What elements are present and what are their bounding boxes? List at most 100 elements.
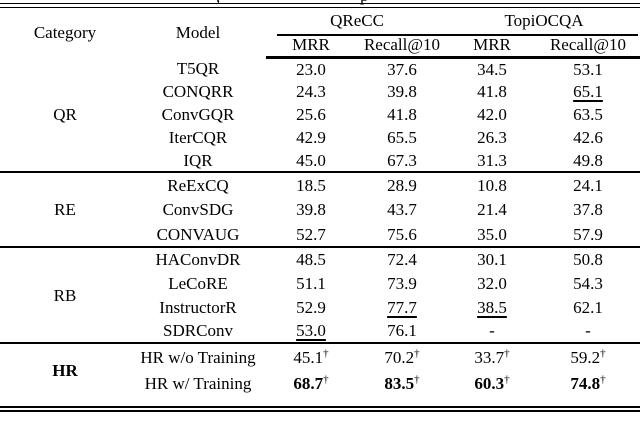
metric-cell: 50.8 — [536, 247, 640, 271]
category-label: RB — [53, 285, 77, 305]
metric-cell: 24.3 — [266, 80, 356, 103]
metric-cell: 26.3 — [448, 126, 536, 149]
table-row: IterCQR 42.9 65.5 26.3 42.6 — [0, 126, 640, 149]
metric-cell: 39.8 — [266, 197, 356, 222]
metric-value: 54.3 — [573, 273, 603, 293]
metric-cell: 53.1 — [536, 57, 640, 80]
metric-value: 18.5 — [296, 175, 326, 195]
metric-value: 43.7 — [387, 200, 417, 219]
metric-cell: 33.7† — [448, 343, 536, 370]
dagger-mark: † — [414, 346, 420, 359]
metric-value: 50.8 — [573, 250, 603, 269]
table-bottom-double-rule — [0, 406, 640, 412]
metric-cell: 63.5 — [536, 103, 640, 126]
metric-value: 41.8 — [387, 105, 417, 124]
metric-cell: 51.1 — [266, 271, 356, 295]
metric-value: 32.0 — [477, 273, 507, 293]
table-row: SDRConv 53.0 76.1 - - — [0, 319, 640, 343]
metric-cell: 60.3† — [448, 370, 536, 397]
table-top-double-rule — [0, 3, 640, 8]
caption-fragment-p: p — [360, 0, 369, 4]
metric-cell: 73.9 — [356, 271, 448, 295]
metric-value: 45.1 — [293, 347, 324, 367]
metric-cell: 62.1 — [536, 295, 640, 319]
metric-header-row: MRR Recall@10 MRR Recall@10 — [0, 34, 640, 59]
metric-value: 42.9 — [296, 128, 326, 147]
metric-cell: - — [448, 319, 536, 343]
metric-value: 45.0 — [296, 150, 326, 170]
metric-value: 24.1 — [573, 175, 603, 195]
metric-value: 60.3 — [474, 374, 505, 393]
metric-value: 30.1 — [477, 250, 507, 269]
metric-cell: 35.0 — [448, 222, 536, 247]
metric-value: 24.3 — [296, 82, 326, 101]
results-table: Category Model QReCC TopiOCQA MRR Recall… — [0, 7, 640, 397]
metric-value: 21.4 — [477, 200, 507, 219]
column-header-qrecc-recall10: Recall@10 — [356, 34, 448, 59]
metric-value: 65.5 — [387, 128, 417, 147]
metric-cell: 49.8 — [536, 149, 640, 172]
metric-value: 33.7 — [474, 347, 505, 367]
metric-cell: 41.8 — [448, 80, 536, 103]
metric-cell: 76.1 — [356, 319, 448, 343]
metric-cell: 37.6 — [356, 57, 448, 80]
table-row: RB HAConvDR 48.5 72.4 30.1 50.8 — [0, 247, 640, 304]
metric-value: 31.3 — [477, 150, 507, 170]
metric-cell: 77.7 — [356, 295, 448, 319]
metric-value: - — [585, 321, 591, 340]
metric-cell: 43.7 — [356, 197, 448, 222]
group-header-qrecc: QReCC — [330, 11, 384, 30]
table-row: IQR 45.0 67.3 31.3 49.8 — [0, 149, 640, 172]
table-row: InstructorR 52.9 77.7 38.5 62.1 — [0, 295, 640, 319]
model-name-cell: HR w/o Training — [140, 347, 256, 367]
table-header: Category Model QReCC TopiOCQA MRR Recall… — [0, 7, 640, 59]
dagger-mark: † — [600, 346, 606, 359]
category-cell: HR — [0, 343, 130, 397]
metric-value: 41.8 — [477, 82, 507, 101]
model-name-cell: HAConvDR — [155, 250, 241, 269]
metric-cell: 42.9 — [266, 126, 356, 149]
metric-cell: 59.2† — [536, 343, 640, 370]
dagger-mark: † — [504, 346, 510, 359]
metric-cell: 52.9 — [266, 295, 356, 319]
metric-cell: 37.8 — [536, 197, 640, 222]
table-row: CONQRR 24.3 39.8 41.8 65.1 — [0, 80, 640, 103]
category-cell: RB — [0, 247, 130, 343]
metric-cell: 31.3 — [448, 149, 536, 172]
metric-cell: 23.0 — [266, 57, 356, 80]
metric-value: 76.1 — [387, 321, 417, 340]
metric-cell: 68.7† — [266, 370, 356, 397]
metric-value: 48.5 — [296, 250, 326, 269]
column-header-qrecc-mrr: MRR — [266, 34, 356, 59]
section-rb: RB HAConvDR 48.5 72.4 30.1 50.8 LeCoRE 5… — [0, 247, 640, 343]
metric-value: 28.9 — [387, 175, 417, 195]
metric-value: 70.2 — [384, 347, 415, 367]
metric-value: 10.8 — [477, 175, 507, 195]
column-header-model: Model — [175, 22, 221, 42]
metric-value: 39.8 — [296, 200, 326, 219]
metric-cell: - — [536, 319, 640, 343]
dagger-mark: † — [414, 373, 420, 386]
metric-value: 77.7 — [387, 297, 417, 317]
model-name-cell: InstructorR — [159, 297, 237, 317]
metric-value: - — [489, 321, 495, 340]
metric-value: 51.1 — [296, 273, 326, 293]
model-name-cell: ConvSDG — [162, 200, 234, 219]
dagger-mark: † — [600, 373, 606, 386]
metric-cell: 30.1 — [448, 247, 536, 271]
model-name-cell: T5QR — [176, 59, 220, 78]
metric-cell: 75.6 — [356, 222, 448, 247]
table-row: CONVAUG 52.7 75.6 35.0 57.9 — [0, 222, 640, 247]
category-label: QR — [53, 104, 77, 124]
metric-value: 83.5 — [384, 374, 415, 393]
metric-value: 72.4 — [387, 250, 417, 269]
metric-value: 26.3 — [477, 128, 507, 147]
model-name-cell: ConvGQR — [161, 105, 235, 124]
metric-value: 42.0 — [477, 105, 507, 124]
table-row: LeCoRE 51.1 73.9 32.0 54.3 — [0, 271, 640, 295]
metric-value: 73.9 — [387, 273, 417, 293]
metric-cell: 65.1 — [536, 80, 640, 103]
group-header-topiocqa: TopiOCQA — [504, 11, 584, 30]
metric-value: 53.0 — [296, 321, 326, 340]
